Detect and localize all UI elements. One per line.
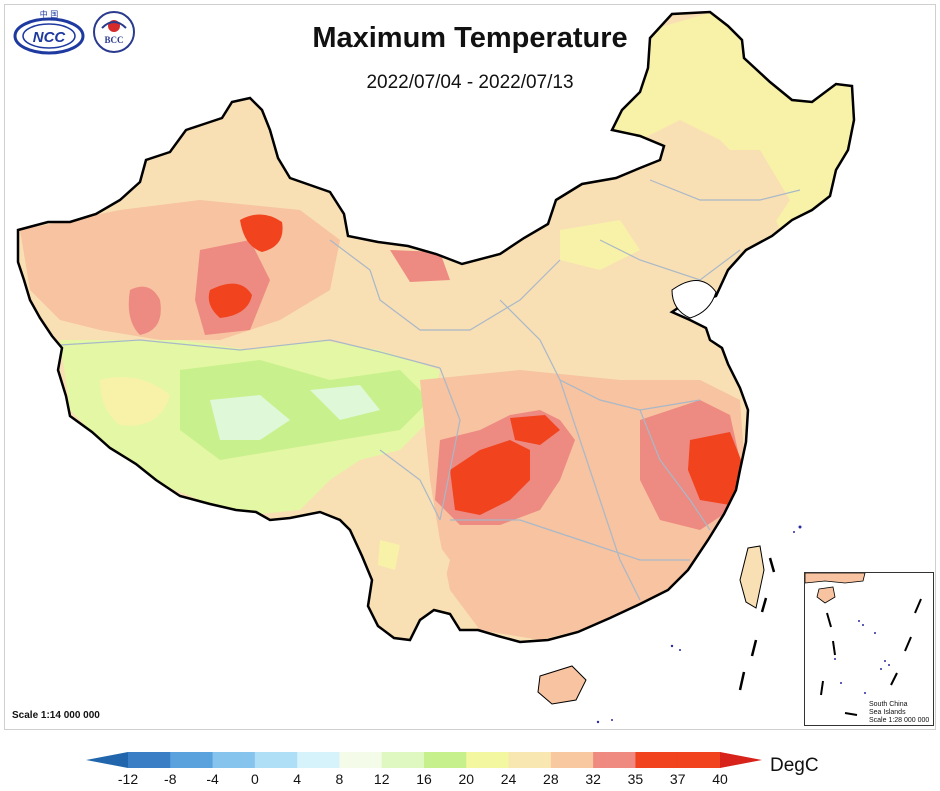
province-borders <box>59 179 801 601</box>
map-title: Maximum Temperature <box>312 22 628 54</box>
legend-tick-label: -4 <box>206 771 219 787</box>
legend-tick-label: 8 <box>335 771 344 787</box>
legend-tick-label: 4 <box>293 771 302 787</box>
legend-tick-label: 35 <box>627 771 644 787</box>
yunnan-28-patch <box>378 540 400 570</box>
qinghai-16-patch <box>310 385 380 420</box>
legend-tick-label: -12 <box>117 771 139 787</box>
tibet-28-patch <box>100 377 170 426</box>
zhejiang-40-patch <box>688 432 745 505</box>
inset-map-drawing <box>804 572 922 716</box>
legend-arrow-low <box>86 752 128 768</box>
hainan-island <box>537 665 587 705</box>
northwest-37-patch-a <box>128 286 161 335</box>
legend-tick-label: 28 <box>543 771 559 787</box>
color-legend <box>86 752 762 768</box>
legend-swatch <box>593 752 636 768</box>
legend-unit: DegC <box>770 755 819 776</box>
legend-arrow-high <box>720 752 762 768</box>
legend-tick-label: 40 <box>712 771 728 787</box>
ncc-logo: NCC 中 国 <box>13 9 85 55</box>
legend-swatch <box>424 752 467 768</box>
legend-swatch <box>550 752 594 768</box>
chongqing-40-patch <box>510 415 560 445</box>
legend-swatch <box>212 752 256 768</box>
northeast-32-patch <box>690 150 790 230</box>
legend-tick-label: 24 <box>500 771 517 787</box>
inset-label-line1: South China <box>869 701 908 708</box>
north-xinjiang-40-patch <box>240 214 283 252</box>
turpan-40-patch <box>208 283 252 318</box>
legend-swatch <box>170 752 214 768</box>
legend-tick-label: 37 <box>669 771 686 787</box>
taiwan-island <box>739 545 765 609</box>
legend-tick-label: 20 <box>458 771 475 787</box>
legend-swatch <box>466 752 510 768</box>
sichuan-40-patch <box>450 440 530 515</box>
date-range: 2022/07/04 - 2022/07/13 <box>366 72 574 93</box>
legend-swatch <box>508 752 552 768</box>
legend-tick-label: 0 <box>250 771 259 787</box>
bohai-sea <box>671 280 717 319</box>
legend-swatch <box>381 752 425 768</box>
legend-tick-label: 32 <box>585 771 601 787</box>
ncc-logo-text: NCC <box>33 29 67 46</box>
inset-label-line2: Sea Islands <box>869 709 906 716</box>
inner-mongolia-37-patch <box>390 250 450 282</box>
south-china-sea-inset: South China Sea Islands Scale 1:28 000 0… <box>804 572 934 726</box>
coastal-islands <box>596 525 802 724</box>
legend-swatch <box>254 752 298 768</box>
legend-swatch <box>635 752 679 768</box>
bcc-logo-text: BCC <box>104 35 123 45</box>
legend-tick-label: -8 <box>164 771 177 787</box>
legend-swatch <box>128 752 171 768</box>
bcc-logo: BCC <box>93 11 135 53</box>
inset-label-line3: Scale 1:28 000 000 <box>869 717 930 724</box>
ncc-logo-top-text: 中 国 <box>40 9 59 19</box>
legend-tick-label: 12 <box>373 771 390 787</box>
legend-swatch <box>339 752 383 768</box>
legend-tick-label: 16 <box>416 771 432 787</box>
legend-swatch <box>677 752 721 768</box>
plateau-16-patch <box>210 395 290 440</box>
temperature-map <box>16 10 856 724</box>
legend-swatch <box>297 752 340 768</box>
dashed-sea-boundary <box>738 557 776 691</box>
map-scale: Scale 1:14 000 000 <box>12 710 100 721</box>
north-28-patch <box>560 220 640 270</box>
